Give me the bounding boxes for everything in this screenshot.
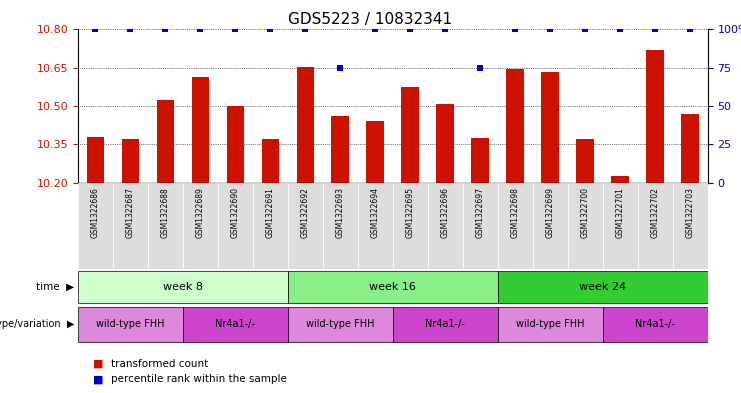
- Point: [124, 26, 136, 33]
- Bar: [393, 307, 498, 342]
- Bar: [183, 183, 218, 269]
- Bar: [646, 50, 664, 183]
- Bar: [78, 307, 183, 342]
- Text: genotype/variation  ▶: genotype/variation ▶: [0, 319, 74, 329]
- Point: [684, 26, 696, 33]
- Bar: [296, 66, 314, 183]
- Text: GSM1322694: GSM1322694: [370, 187, 379, 238]
- Point: [405, 26, 416, 33]
- Text: ■: ■: [93, 358, 103, 369]
- Text: GSM1322695: GSM1322695: [406, 187, 415, 238]
- Bar: [506, 69, 524, 183]
- Bar: [576, 139, 594, 183]
- Bar: [358, 183, 393, 269]
- Bar: [462, 183, 498, 269]
- Text: wild-type FHH: wild-type FHH: [306, 319, 374, 329]
- Bar: [113, 183, 147, 269]
- Text: GSM1322703: GSM1322703: [685, 187, 694, 238]
- Point: [159, 26, 171, 33]
- Bar: [367, 121, 384, 183]
- Point: [90, 26, 102, 33]
- Point: [579, 26, 591, 33]
- Bar: [498, 271, 708, 303]
- Text: transformed count: transformed count: [111, 358, 208, 369]
- Bar: [262, 139, 279, 183]
- Bar: [673, 183, 708, 269]
- Bar: [156, 100, 174, 183]
- Text: GSM1322688: GSM1322688: [161, 187, 170, 238]
- Bar: [402, 87, 419, 183]
- Bar: [288, 271, 498, 303]
- Bar: [602, 183, 638, 269]
- Bar: [227, 106, 244, 183]
- Bar: [253, 183, 288, 269]
- Bar: [122, 139, 139, 183]
- Text: percentile rank within the sample: percentile rank within the sample: [111, 374, 287, 384]
- Point: [649, 26, 661, 33]
- Text: GSM1322700: GSM1322700: [581, 187, 590, 238]
- Text: ■: ■: [93, 374, 103, 384]
- Bar: [288, 183, 323, 269]
- Text: GSM1322692: GSM1322692: [301, 187, 310, 238]
- Bar: [533, 183, 568, 269]
- Point: [229, 26, 241, 33]
- Text: GSM1322699: GSM1322699: [545, 187, 555, 238]
- Bar: [147, 183, 183, 269]
- Text: week 16: week 16: [369, 282, 416, 292]
- Bar: [218, 183, 253, 269]
- Bar: [682, 114, 699, 183]
- Bar: [393, 183, 428, 269]
- Bar: [568, 183, 602, 269]
- Text: GSM1322691: GSM1322691: [266, 187, 275, 238]
- Text: Nr4a1-/-: Nr4a1-/-: [425, 319, 465, 329]
- Text: week 24: week 24: [579, 282, 626, 292]
- Bar: [611, 176, 629, 183]
- Bar: [78, 183, 113, 269]
- Text: Nr4a1-/-: Nr4a1-/-: [216, 319, 255, 329]
- Point: [265, 26, 276, 33]
- Bar: [78, 271, 288, 303]
- Bar: [183, 307, 288, 342]
- Text: GSM1322698: GSM1322698: [511, 187, 519, 238]
- Bar: [498, 307, 602, 342]
- Text: wild-type FHH: wild-type FHH: [516, 319, 585, 329]
- Text: week 8: week 8: [163, 282, 203, 292]
- Text: GSM1322702: GSM1322702: [651, 187, 659, 238]
- Point: [194, 26, 206, 33]
- Text: GSM1322693: GSM1322693: [336, 187, 345, 238]
- Text: GSM1322690: GSM1322690: [230, 187, 240, 238]
- Text: GSM1322696: GSM1322696: [441, 187, 450, 238]
- Bar: [288, 307, 393, 342]
- Text: GSM1322687: GSM1322687: [126, 187, 135, 238]
- Bar: [87, 137, 104, 183]
- Text: GSM1322689: GSM1322689: [196, 187, 205, 238]
- Bar: [471, 138, 489, 183]
- Point: [614, 26, 626, 33]
- Bar: [331, 116, 349, 183]
- Point: [369, 26, 381, 33]
- Bar: [436, 103, 454, 183]
- Bar: [191, 77, 209, 183]
- Text: wild-type FHH: wild-type FHH: [96, 319, 165, 329]
- Point: [334, 64, 346, 71]
- Point: [509, 26, 521, 33]
- Text: GSM1322701: GSM1322701: [616, 187, 625, 238]
- Bar: [498, 183, 533, 269]
- Text: GSM1322697: GSM1322697: [476, 187, 485, 238]
- Point: [474, 64, 486, 71]
- Text: Nr4a1-/-: Nr4a1-/-: [635, 319, 675, 329]
- Bar: [638, 183, 673, 269]
- Text: GDS5223 / 10832341: GDS5223 / 10832341: [288, 12, 453, 27]
- Bar: [323, 183, 358, 269]
- Point: [439, 26, 451, 33]
- Point: [299, 26, 311, 33]
- Bar: [428, 183, 462, 269]
- Bar: [542, 72, 559, 183]
- Bar: [602, 307, 708, 342]
- Text: GSM1322686: GSM1322686: [91, 187, 100, 238]
- Point: [544, 26, 556, 33]
- Text: time  ▶: time ▶: [36, 282, 74, 292]
